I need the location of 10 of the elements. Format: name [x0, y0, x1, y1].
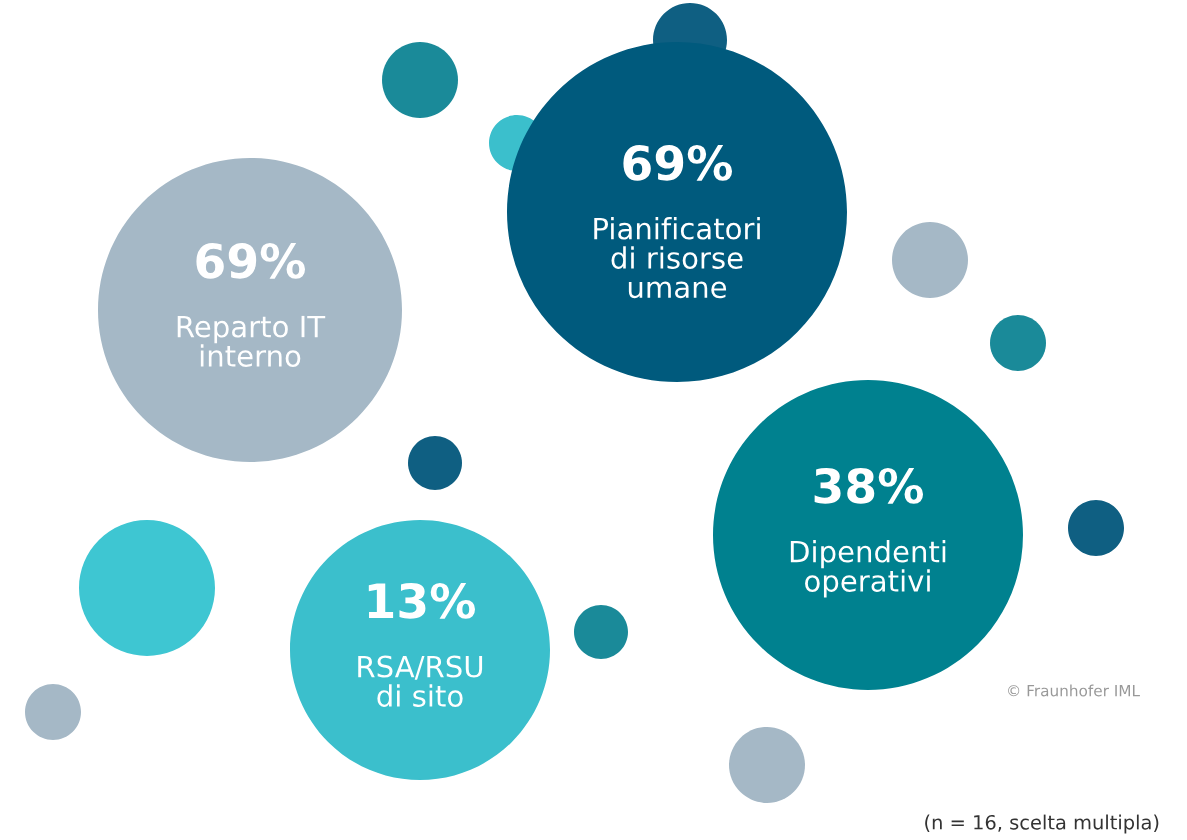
category-label: Pianificatori di risorse umane — [594, 217, 760, 299]
data-label: 38% — [814, 467, 924, 504]
category-label: Dipendenti operativi — [790, 540, 946, 598]
text: (n = 16, scelta multipla) — [925, 814, 1159, 834]
category-label: RSA/RSU di sito — [358, 655, 483, 707]
text: © Fraunhofer IML — [1008, 684, 1140, 697]
data-label: 69% — [623, 144, 733, 181]
category-label: Reparto IT interno — [177, 315, 326, 367]
data-label: 69% — [196, 242, 306, 279]
data-label: 13% — [368, 582, 476, 619]
